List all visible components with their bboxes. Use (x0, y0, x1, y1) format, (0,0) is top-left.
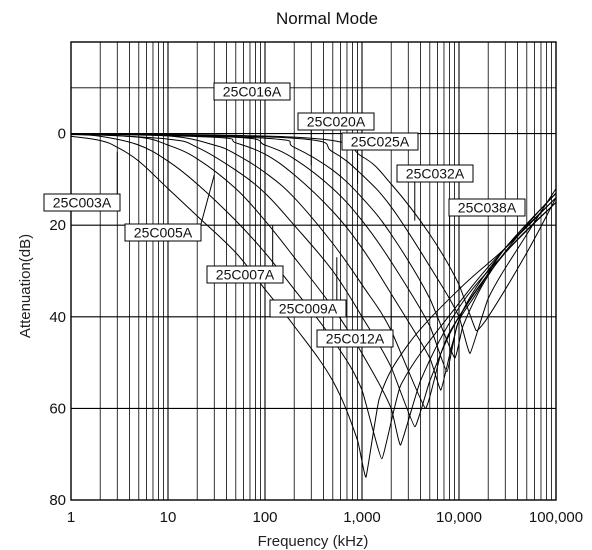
callout-label-25c016a: 25C016A (223, 84, 282, 100)
callout-label-25c007a: 25C007A (216, 267, 275, 283)
x-tick-labels: 1 10 100 1,000 10,000 100,000 (67, 509, 583, 526)
callout-label-25c005a: 25C005A (134, 225, 193, 241)
callout-box (396, 164, 474, 183)
x-tick-label: 100 (252, 509, 277, 526)
y-tick-label: 20 (49, 217, 66, 234)
callout-box (316, 329, 394, 348)
callout-box (297, 112, 375, 131)
callout-label-25c020a: 25C020A (307, 114, 366, 130)
callout-box (206, 265, 284, 284)
callout-label-25c009a: 25C009A (279, 301, 338, 317)
plot-frame (70, 41, 557, 501)
y-tick-labels: 0 20 40 60 80 (49, 126, 66, 509)
y-tick-label: 40 (49, 309, 66, 326)
grid (71, 42, 556, 500)
callout-label-25c038a: 25C038A (458, 200, 517, 216)
callout-label-25c032a: 25C032A (406, 166, 465, 182)
y-tick-label: 0 (58, 126, 66, 143)
x-tick-label: 1,000 (343, 509, 381, 526)
callout-label-25c025a: 25C025A (351, 134, 410, 150)
curve-25c032a (70, 133, 557, 354)
curve-25c038a (70, 133, 557, 332)
callout-box (124, 223, 202, 242)
callout-box (213, 82, 291, 101)
y-tick-label: 60 (49, 400, 66, 417)
curve-25c012a (70, 133, 557, 409)
x-tick-label: 1 (67, 509, 75, 526)
callout-label-25c003a: 25C003A (53, 195, 112, 211)
callout-box (341, 132, 419, 151)
y-tick-label: 80 (49, 492, 66, 509)
x-axis-label: Frequency (kHz) (258, 533, 369, 550)
callout-label-25c012a: 25C012A (326, 331, 385, 347)
curve-25c009a (70, 133, 557, 428)
curve-25c003a (70, 135, 557, 478)
curve-25c025a (70, 133, 557, 359)
x-tick-label: 10,000 (436, 509, 482, 526)
x-tick-label: 10 (160, 509, 177, 526)
callout-leader (200, 174, 215, 225)
curve-25c007a (70, 133, 557, 446)
callout-box (43, 193, 121, 212)
series-callouts: 25C003A 25C005A 25C007A 25C009A 25C012A 25C01… (43, 82, 526, 348)
curve-25c005a (70, 134, 557, 460)
x-tick-label: 100,000 (529, 509, 583, 526)
chart-title: Normal Mode (276, 9, 378, 28)
y-axis-label: Attenuation(dB) (17, 234, 34, 338)
curve-25c020a (70, 133, 557, 373)
callout-box (269, 299, 347, 318)
callout-box (448, 198, 526, 217)
curve-25c016a (70, 133, 557, 391)
